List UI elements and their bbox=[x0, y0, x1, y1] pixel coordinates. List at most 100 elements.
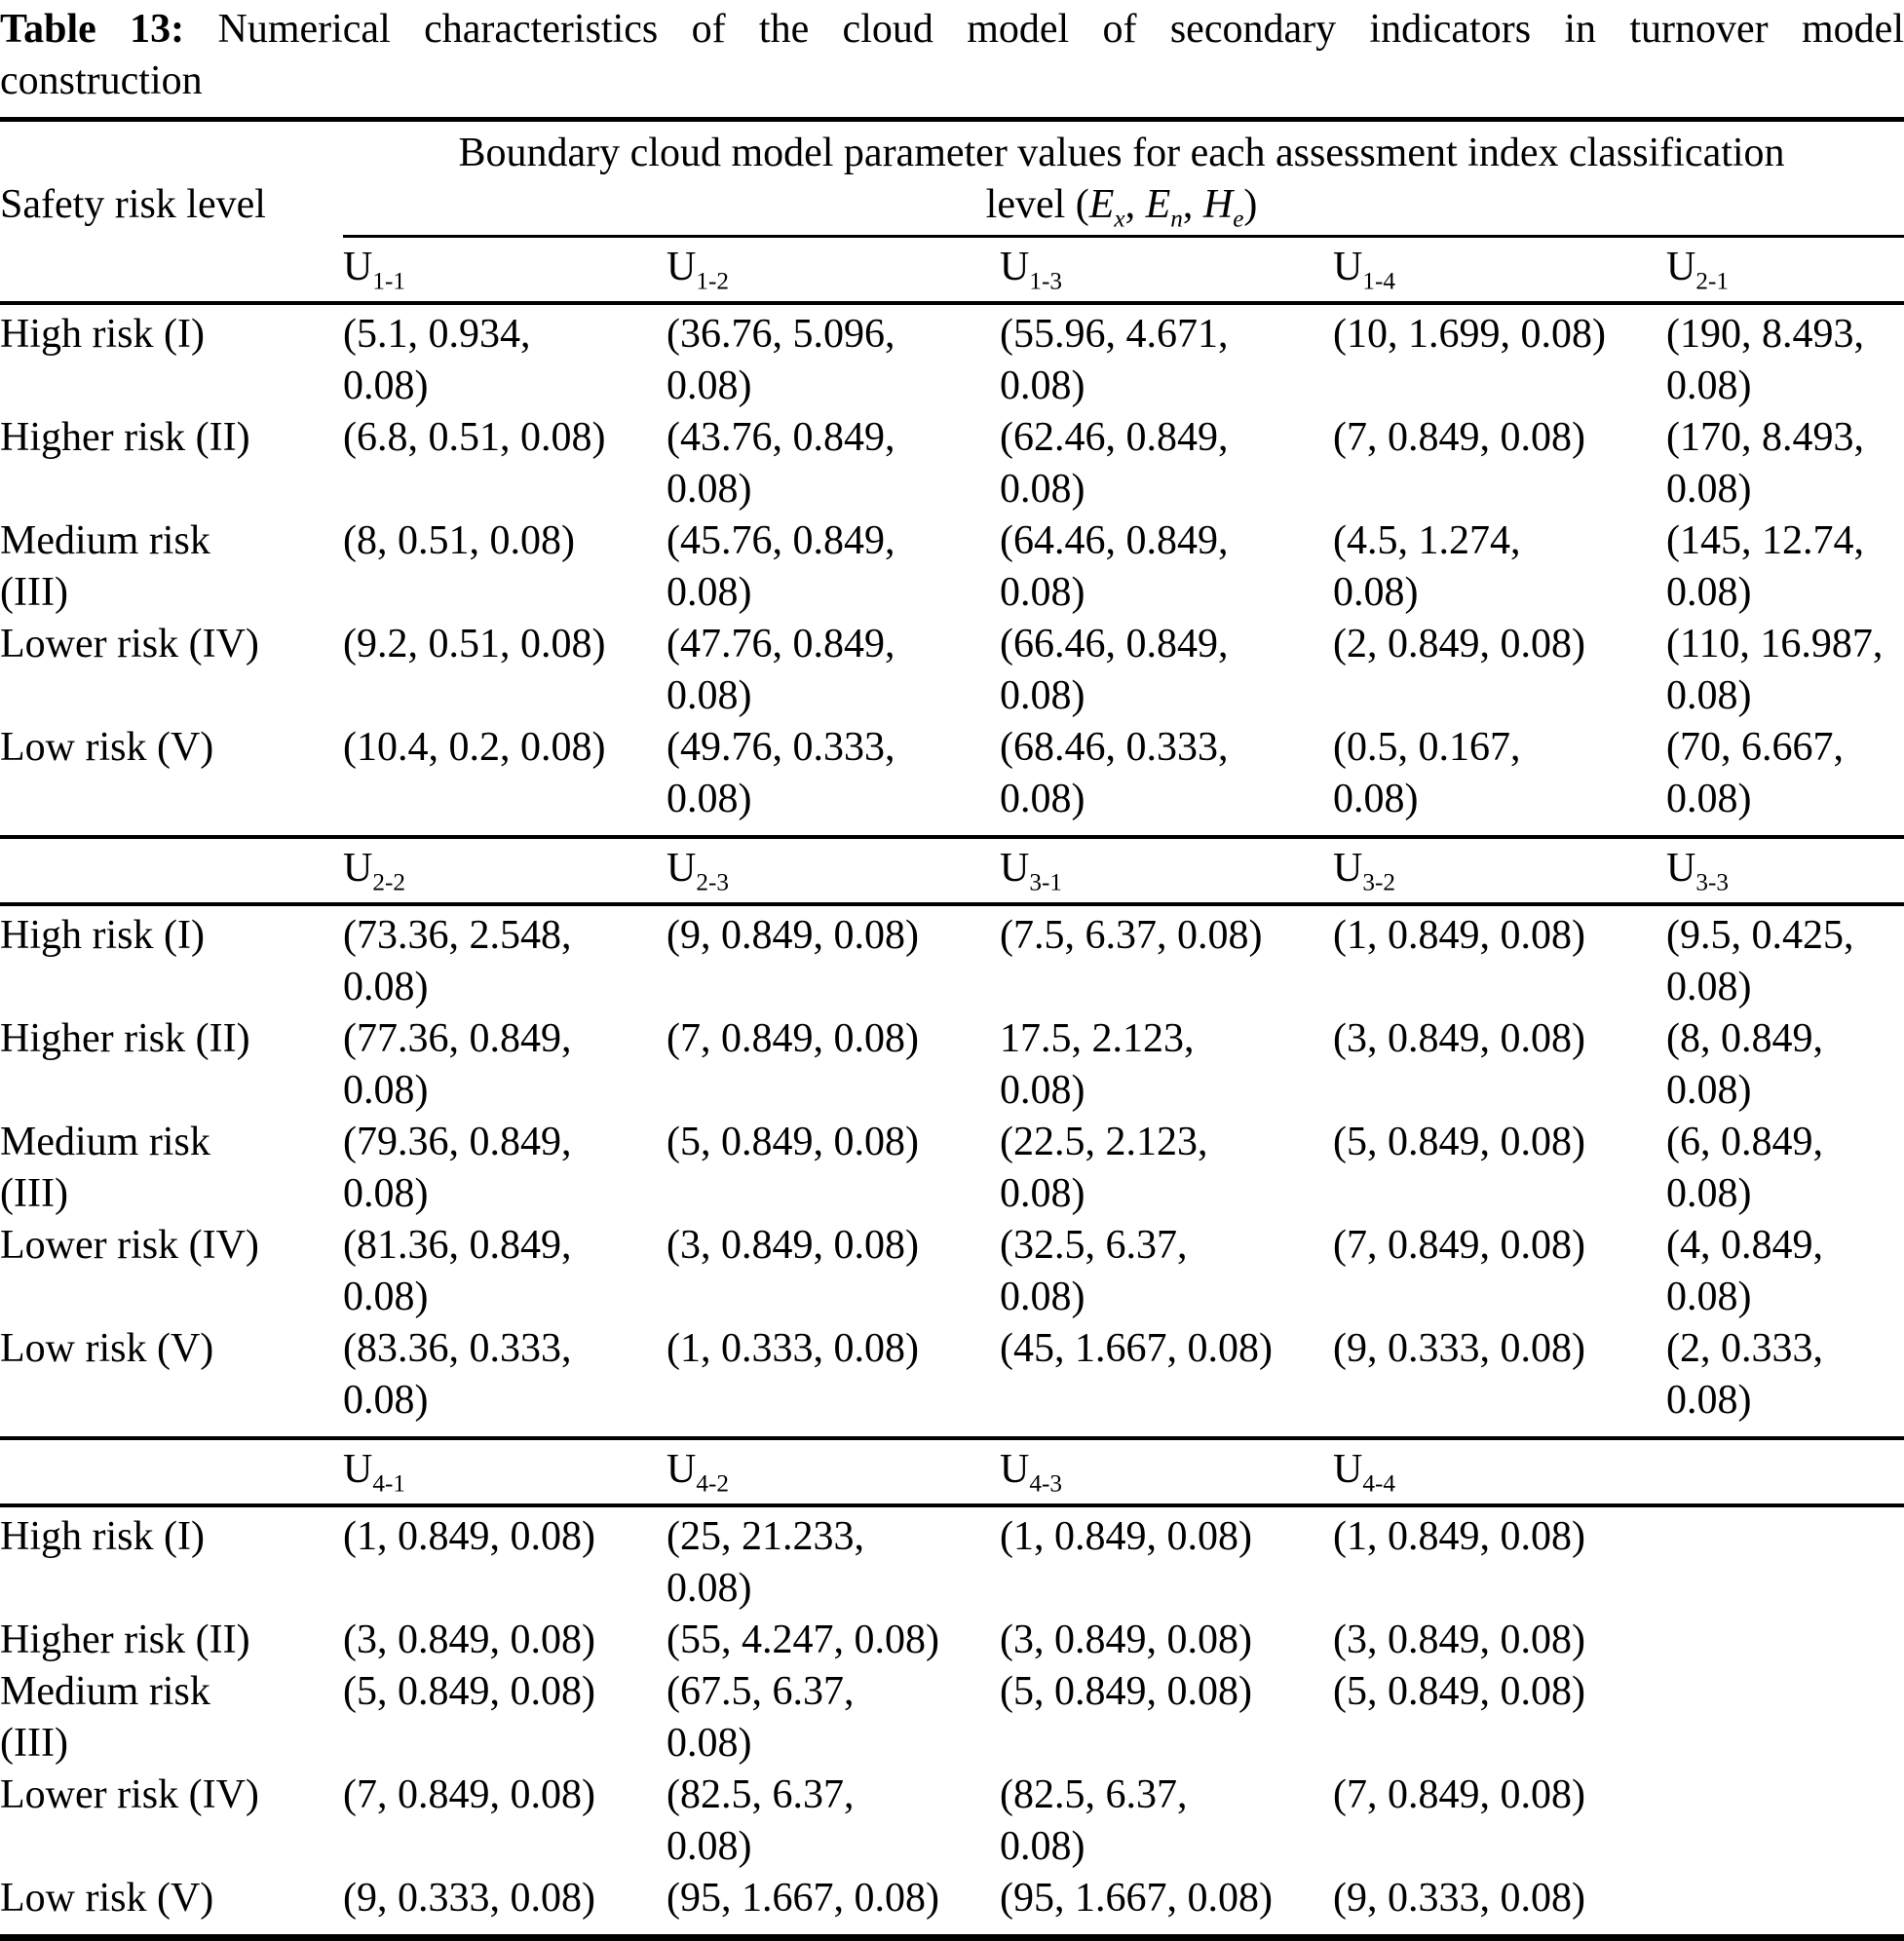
table-cell: (77.36, 0.849, 0.08) bbox=[343, 1016, 572, 1113]
table-row: Higher risk (II) (6.8, 0.51, 0.08) (43.7… bbox=[0, 412, 1904, 515]
table-cell: (5.1, 0.934, 0.08) bbox=[343, 312, 531, 408]
table-cell: (1, 0.849, 0.08) bbox=[1000, 1514, 1252, 1559]
row-label: Medium risk (III) bbox=[0, 518, 210, 615]
column-header-u2-2: U2-2 bbox=[343, 835, 666, 906]
table-cell: (170, 8.493, 0.08) bbox=[1666, 415, 1864, 512]
table-cell: (62.46, 0.849, 0.08) bbox=[1000, 415, 1229, 512]
table-cell: (82.5, 6.37, 0.08) bbox=[1000, 1772, 1188, 1869]
caption-text: Numerical characteristics of the cloud m… bbox=[184, 7, 1904, 52]
table-row: Lower risk (IV) (9.2, 0.51, 0.08) (47.76… bbox=[0, 619, 1904, 722]
table-cell: (36.76, 5.096, 0.08) bbox=[666, 312, 895, 408]
table-row: Low risk (V) (9, 0.333, 0.08) (95, 1.667… bbox=[0, 1873, 1904, 1938]
table-cell: (8, 0.51, 0.08) bbox=[343, 518, 575, 563]
table-cell: (3, 0.849, 0.08) bbox=[343, 1618, 595, 1662]
table-cell: (1, 0.849, 0.08) bbox=[343, 1514, 595, 1559]
table-cell: (9, 0.849, 0.08) bbox=[666, 913, 919, 958]
column-header-u1-3: U1-3 bbox=[1000, 236, 1333, 305]
table-cell: 17.5, 2.123, 0.08) bbox=[1000, 1016, 1195, 1113]
table-cell: (55, 4.247, 0.08) bbox=[666, 1618, 939, 1662]
row-label: Low risk (V) bbox=[0, 725, 214, 770]
table-row: Medium risk (III) (79.36, 0.849, 0.08) (… bbox=[0, 1117, 1904, 1220]
table-cell: (43.76, 0.849, 0.08) bbox=[666, 415, 895, 512]
table-cell bbox=[1666, 1770, 1904, 1873]
table-cell: (7, 0.849, 0.08) bbox=[1333, 1223, 1585, 1268]
table-cell: (95, 1.667, 0.08) bbox=[666, 1876, 939, 1921]
table-cell: (7, 0.849, 0.08) bbox=[343, 1772, 595, 1817]
table-cell: (9, 0.333, 0.08) bbox=[343, 1876, 595, 1921]
table-cell: (1, 0.333, 0.08) bbox=[666, 1326, 919, 1371]
table-cell: (7, 0.849, 0.08) bbox=[666, 1016, 919, 1061]
table-cell: (5, 0.849, 0.08) bbox=[343, 1669, 595, 1714]
column-header-row: U4-1 U4-2 U4-3 U4-4 bbox=[0, 1436, 1904, 1507]
table-cell: (25, 21.233, 0.08) bbox=[666, 1514, 864, 1611]
row-label: Low risk (V) bbox=[0, 1876, 214, 1921]
table-cell: (145, 12.74, 0.08) bbox=[1666, 518, 1864, 615]
column-header-u4-2: U4-2 bbox=[666, 1436, 1000, 1507]
table-cell: (64.46, 0.849, 0.08) bbox=[1000, 518, 1229, 615]
table-cell: (55.96, 4.671, 0.08) bbox=[1000, 312, 1229, 408]
table-number: Table 13: bbox=[0, 7, 185, 52]
table-cell: (5, 0.849, 0.08) bbox=[1333, 1669, 1585, 1714]
empty-header-cell bbox=[0, 236, 343, 305]
caption-line1: Table 13: Numerical characteristics of t… bbox=[0, 4, 1904, 56]
table-cell: (9, 0.333, 0.08) bbox=[1333, 1876, 1585, 1921]
table-cell: (68.46, 0.333, 0.08) bbox=[1000, 725, 1229, 821]
data-table: Safety risk level Boundary cloud model p… bbox=[0, 117, 1904, 1941]
header-math-prefix: level ( bbox=[985, 182, 1089, 227]
column-header-u1-4: U1-4 bbox=[1333, 236, 1666, 305]
column-header-u3-2: U3-2 bbox=[1333, 835, 1666, 906]
table-row: High risk (I) (1, 0.849, 0.08) (25, 21.2… bbox=[0, 1505, 1904, 1615]
table-row: Medium risk (III) (8, 0.51, 0.08) (45.76… bbox=[0, 515, 1904, 619]
table-cell: (5, 0.849, 0.08) bbox=[1333, 1120, 1585, 1164]
table-header-row: Safety risk level Boundary cloud model p… bbox=[0, 119, 1904, 238]
table-cell: (83.36, 0.333, 0.08) bbox=[343, 1326, 572, 1423]
row-label: Higher risk (II) bbox=[0, 415, 250, 460]
table-cell bbox=[1666, 1873, 1904, 1938]
table-row: Higher risk (II) (77.36, 0.849, 0.08) (7… bbox=[0, 1013, 1904, 1117]
table-cell: (5, 0.849, 0.08) bbox=[1000, 1669, 1252, 1714]
table-row: High risk (I) (73.36, 2.548, 0.08) (9, 0… bbox=[0, 904, 1904, 1013]
empty-header-cell bbox=[0, 1436, 343, 1507]
table-row: Lower risk (IV) (81.36, 0.849, 0.08) (3,… bbox=[0, 1220, 1904, 1323]
column-header-u1-1: U1-1 bbox=[343, 236, 666, 305]
table-cell: (1, 0.849, 0.08) bbox=[1333, 1514, 1585, 1559]
table-cell: (22.5, 2.123, 0.08) bbox=[1000, 1120, 1208, 1216]
table-cell: (95, 1.667, 0.08) bbox=[1000, 1876, 1273, 1921]
table-cell: (73.36, 2.548, 0.08) bbox=[343, 913, 572, 1009]
table-row: Low risk (V) (10.4, 0.2, 0.08) (49.76, 0… bbox=[0, 722, 1904, 837]
table-cell: (10.4, 0.2, 0.08) bbox=[343, 725, 606, 770]
table-cell: (190, 8.493, 0.08) bbox=[1666, 312, 1864, 408]
table-cell bbox=[1666, 1615, 1904, 1666]
table-cell: (1, 0.849, 0.08) bbox=[1333, 913, 1585, 958]
table-cell: (6.8, 0.51, 0.08) bbox=[343, 415, 606, 460]
empty-header-cell bbox=[1666, 1436, 1904, 1507]
table-cell: (45.76, 0.849, 0.08) bbox=[666, 518, 895, 615]
table-cell: (47.76, 0.849, 0.08) bbox=[666, 622, 895, 718]
column-group-header: Boundary cloud model parameter values fo… bbox=[343, 119, 1904, 238]
column-group-header-line2: level (Ex, En, He) bbox=[985, 182, 1258, 233]
table-row: Lower risk (IV) (7, 0.849, 0.08) (82.5, … bbox=[0, 1770, 1904, 1873]
row-label: Lower risk (IV) bbox=[0, 622, 259, 666]
table-cell: (7, 0.849, 0.08) bbox=[1333, 415, 1585, 460]
row-header-title: Safety risk level bbox=[0, 181, 266, 227]
table-cell bbox=[1666, 1666, 1904, 1770]
column-header-u4-3: U4-3 bbox=[1000, 1436, 1333, 1507]
table-cell: (110, 16.987, 0.08) bbox=[1666, 622, 1884, 718]
table-cell: (2, 0.333, 0.08) bbox=[1666, 1326, 1823, 1423]
table-row: High risk (I) (5.1, 0.934, 0.08) (36.76,… bbox=[0, 303, 1904, 412]
math-var-he: He bbox=[1202, 182, 1244, 233]
column-header-u3-3: U3-3 bbox=[1666, 835, 1904, 906]
row-label: Higher risk (II) bbox=[0, 1618, 250, 1662]
table-cell: (7.5, 6.37, 0.08) bbox=[1000, 913, 1263, 958]
caption-line2: construction bbox=[0, 58, 203, 103]
table-cell: (49.76, 0.333, 0.08) bbox=[666, 725, 895, 821]
empty-header-cell bbox=[0, 835, 343, 906]
header-math-suffix: ) bbox=[1243, 182, 1258, 227]
row-label: High risk (I) bbox=[0, 1514, 205, 1559]
table-cell: (0.5, 0.167, 0.08) bbox=[1333, 725, 1521, 821]
column-header-row: U2-2 U2-3 U3-1 U3-2 U3-3 bbox=[0, 835, 1904, 906]
table-cell: (9.2, 0.51, 0.08) bbox=[343, 622, 606, 666]
column-header-u4-1: U4-1 bbox=[343, 1436, 666, 1507]
column-header-row: U1-1 U1-2 U1-3 U1-4 U2-1 bbox=[0, 236, 1904, 305]
